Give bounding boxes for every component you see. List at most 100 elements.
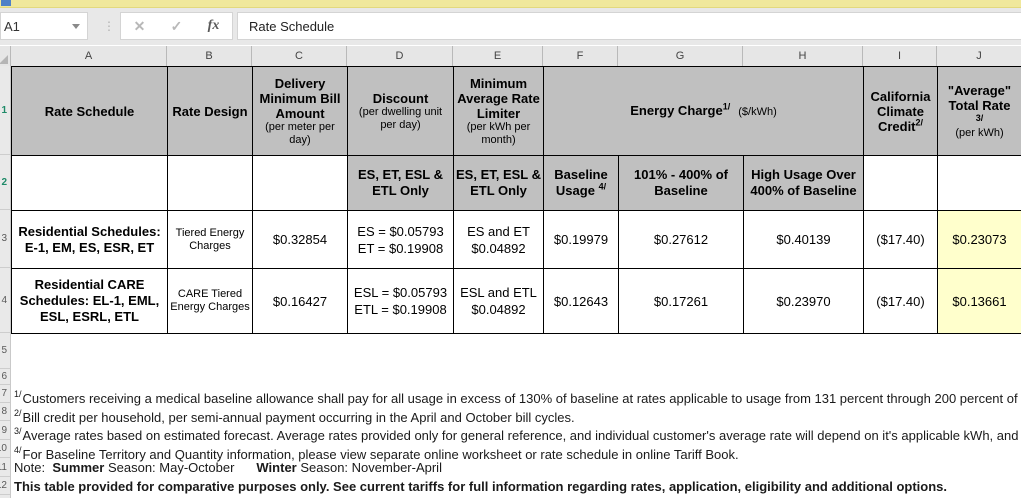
delivery-minimum-cell[interactable]: $0.16427 <box>252 268 348 334</box>
limiter-cell[interactable]: ESL and ETL $0.04892 <box>453 268 544 334</box>
limiter-line2: $0.04892 <box>471 240 526 256</box>
row-header-7[interactable]: 7 <box>0 385 10 403</box>
discount-cell[interactable]: ESL = $0.05793 ETL = $0.19908 <box>347 268 454 334</box>
row-header-10[interactable]: 10 <box>0 440 10 458</box>
column-header-h[interactable]: H <box>743 46 863 66</box>
footnote-2[interactable]: 2/Bill credit per household, per semi-an… <box>14 404 1021 425</box>
discount-line1: ES = $0.05793 <box>357 223 444 239</box>
column-header-a[interactable]: A <box>11 46 167 66</box>
footnote-4-sup: 4/ <box>14 444 22 455</box>
mid-usage-rate-cell[interactable]: $0.17261 <box>618 268 744 334</box>
average-rate-cell[interactable]: $0.13661 <box>937 268 1021 334</box>
rate-schedule-table: Rate Schedule Rate Design Delivery Minim… <box>11 66 1021 334</box>
discount-cell[interactable]: ES = $0.05793 ET = $0.19908 <box>347 210 454 269</box>
row-header-2[interactable]: 2 <box>0 155 10 210</box>
footnote-1[interactable]: 1/Customers receiving a medical baseline… <box>14 385 1021 406</box>
footnote-3[interactable]: 3/Average rates based on estimated forec… <box>14 422 1021 443</box>
column-header-e[interactable]: E <box>453 46 543 66</box>
baseline-rate-cell[interactable]: $0.12643 <box>543 268 619 334</box>
column-header-c[interactable]: C <box>252 46 347 66</box>
mid-usage-rate-cell[interactable]: $0.27612 <box>618 210 744 269</box>
row-header-12[interactable]: 12 <box>0 477 10 495</box>
header-limiter-title: Minimum Average Rate Limiter <box>457 75 540 121</box>
subheader-mid-usage[interactable]: 101% - 400% of Baseline <box>618 155 744 211</box>
column-header-b[interactable]: B <box>167 46 252 66</box>
cancel-icon[interactable]: ✕ <box>133 17 146 34</box>
column-header-j[interactable]: J <box>976 50 982 62</box>
name-box[interactable]: A1 <box>0 12 88 40</box>
climate-credit-cell[interactable]: ($17.40) <box>863 268 938 334</box>
footnote-4[interactable]: 4/For Baseline Territory and Quantity in… <box>14 441 1021 462</box>
header-energy-title: Energy Charge <box>630 102 723 118</box>
subheader-limiter-only[interactable]: ES, ET, ESL & ETL Only <box>453 155 544 211</box>
residential-care-schedule-cell[interactable]: Residential CARE Schedules: EL-1, EML, E… <box>11 268 168 334</box>
cell-b2[interactable] <box>167 155 253 211</box>
formula-bar-input[interactable]: Rate Schedule <box>237 12 1021 40</box>
subheader-high-usage[interactable]: High Usage Over 400% of Baseline <box>743 155 864 211</box>
subheader-discount-only[interactable]: ES, ET, ESL & ETL Only <box>347 155 454 211</box>
header-discount[interactable]: Discount (per dwelling unit per day) <box>347 66 454 156</box>
row-header-9[interactable]: 9 <box>0 421 10 440</box>
high-usage-rate-cell[interactable]: $0.23970 <box>743 268 864 334</box>
limiter-cell[interactable]: ES and ET $0.04892 <box>453 210 544 269</box>
residential-schedule-cell[interactable]: Residential Schedules: E-1, EM, ES, ESR,… <box>11 210 168 269</box>
discount-line2: ETL = $0.19908 <box>354 302 447 317</box>
header-climate-title: California Climate Credit <box>870 88 931 134</box>
footnote-ref-3: 3/ <box>975 112 984 123</box>
header-rate-schedule[interactable]: Rate Schedule <box>11 66 168 156</box>
discount-line2: ET = $0.19908 <box>357 240 444 256</box>
footnote-3-sup: 3/ <box>14 426 22 436</box>
column-header-d[interactable]: D <box>347 46 453 66</box>
row-header-11[interactable]: 11 <box>0 458 10 477</box>
column-header-g[interactable]: G <box>618 46 743 66</box>
limiter-line1: ESL and ETL <box>460 285 537 300</box>
name-box-dropdown-icon[interactable] <box>72 24 80 29</box>
subheader-baseline-text: Baseline Usage <box>554 167 608 198</box>
season-note[interactable]: Note: Summer Season: May-October Winter S… <box>14 459 1021 477</box>
header-average-title: "Average" Total Rate <box>947 82 1012 113</box>
column-header-i[interactable]: I <box>863 46 937 66</box>
disclaimer[interactable]: This table provided for comparative purp… <box>14 478 948 494</box>
average-rate-cell[interactable]: $0.23073 <box>937 210 1021 269</box>
header-energy-unit: ($/kWh) <box>738 105 777 118</box>
subheader-baseline-usage[interactable]: Baseline Usage 4/ <box>543 155 619 211</box>
insert-function-icon[interactable]: fx <box>207 18 220 33</box>
header-rate-design[interactable]: Rate Design <box>167 66 253 156</box>
cell-i2[interactable] <box>863 155 938 211</box>
footnote-2-text: Bill credit per household, per semi-annu… <box>22 409 575 425</box>
row-header-4[interactable]: 4 <box>0 268 10 333</box>
discount-line1: ESL = $0.05793 <box>353 285 448 300</box>
climate-credit-cell[interactable]: ($17.40) <box>863 210 938 269</box>
header-discount-sub: (per dwelling unit per day) <box>358 105 443 131</box>
header-limiter-sub: (per kWh per month) <box>466 120 531 146</box>
enter-icon[interactable]: ✓ <box>170 17 183 34</box>
high-usage-rate-cell[interactable]: $0.40139 <box>743 210 864 269</box>
column-header-f[interactable]: F <box>543 46 618 66</box>
table-subheader-row: ES, ET, ESL & ETL Only ES, ET, ESL & ETL… <box>11 155 1021 211</box>
row-header-3[interactable]: 3 <box>0 210 10 268</box>
ribbon-edge-strip <box>0 0 1021 8</box>
rate-design-cell[interactable]: Tiered Energy Charges <box>167 210 253 269</box>
baseline-rate-cell[interactable]: $0.19979 <box>543 210 619 269</box>
winter-label: Winter <box>256 460 297 475</box>
row-header-1[interactable]: 1 <box>0 66 10 155</box>
cell-c2[interactable] <box>252 155 348 211</box>
header-energy-charge[interactable]: Energy Charge1/ ($/kWh) <box>543 66 864 156</box>
separator-dots-icon: ⋮ <box>103 18 115 33</box>
header-rate-limiter[interactable]: Minimum Average Rate Limiter (per kWh pe… <box>453 66 544 156</box>
header-average-rate[interactable]: "Average" Total Rate 3/ (per kWh) <box>937 66 1021 156</box>
row-header-8[interactable]: 8 <box>0 403 10 421</box>
header-climate-credit[interactable]: California Climate Credit2/ <box>863 66 938 156</box>
cell-a2[interactable] <box>11 155 168 211</box>
row-header-6[interactable]: 6 <box>0 369 10 385</box>
row-header-5[interactable]: 5 <box>0 333 10 369</box>
delivery-minimum-cell[interactable]: $0.32854 <box>252 210 348 269</box>
table-row: Residential Schedules: E-1, EM, ES, ESR,… <box>11 210 1021 269</box>
header-delivery-sub: (per meter per day) <box>265 120 335 146</box>
rate-design-cell[interactable]: CARE Tiered Energy Charges <box>167 268 253 334</box>
ribbon-icon-fragment <box>1 0 11 6</box>
footnote-3-text: Average rates based on estimated forecas… <box>22 428 1021 443</box>
cell-j2[interactable] <box>937 155 1021 211</box>
header-delivery-minimum[interactable]: Delivery Minimum Bill Amount (per meter … <box>252 66 348 156</box>
select-all-corner[interactable] <box>0 46 11 66</box>
